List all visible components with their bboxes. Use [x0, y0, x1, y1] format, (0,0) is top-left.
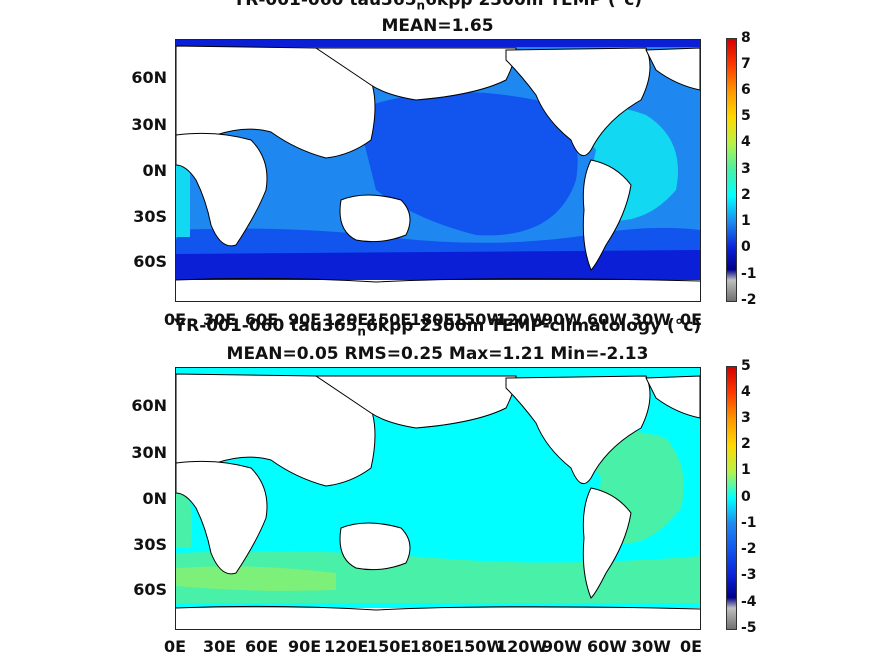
p1-lon-label: 90E [288, 310, 322, 329]
p2-lat-30n: 30N [131, 443, 167, 462]
p1-cbar-tick: 7 [741, 56, 751, 72]
p2-lon-label: 0E [680, 637, 703, 656]
australia [339, 522, 411, 571]
p1-lon-label: 0E [164, 310, 187, 329]
p2-lon-label: 150W [453, 637, 505, 656]
p1-lat-0n: 0N [142, 161, 167, 180]
p2-lon-label: 60E [245, 637, 279, 656]
south-america [582, 159, 632, 271]
pacific-region [356, 92, 578, 236]
arctic-strip [176, 40, 700, 47]
p1-lat-60s: 60S [133, 252, 167, 271]
antarctica [176, 280, 700, 301]
p2-cbar-tick: -2 [741, 541, 757, 557]
p2-lat-60n: 60N [131, 396, 167, 415]
p1-lon-label: 90W [542, 310, 582, 329]
greenland-europe [645, 375, 700, 419]
south-america [582, 487, 632, 599]
p2-lon-label: 90E [288, 637, 322, 656]
greenland-europe [645, 47, 700, 91]
africa [176, 460, 268, 575]
p2-lat-0n: 0N [142, 489, 167, 508]
p2-lon-label: 0E [164, 637, 187, 656]
panel1-colorbar [726, 38, 737, 302]
p2-cbar-tick: -4 [741, 594, 757, 610]
southern-lime [176, 566, 336, 591]
australia [339, 194, 411, 243]
antarctica-coast [176, 277, 700, 283]
arctic-strip [176, 368, 700, 375]
p1-lon-label: 120E [324, 310, 369, 329]
panel2-title: YR-001-060 tau365n6kpp 2300m TEMP-climat… [173, 316, 702, 339]
p2-lon-label: 60W [587, 637, 627, 656]
p2-cbar-tick: 1 [741, 462, 751, 478]
p1-lon-label: 30E [203, 310, 237, 329]
p1-cbar-tick: 5 [741, 108, 751, 124]
p2-lat-60s: 60S [133, 580, 167, 599]
p2-lon-label: 30E [203, 637, 237, 656]
panel2-map [175, 367, 701, 630]
p2-lat-30s: 30S [133, 535, 167, 554]
p1-lon-label: 180E [410, 310, 455, 329]
p1-cbar-tick: 8 [741, 30, 751, 46]
p2-cbar-tick: 5 [741, 358, 751, 374]
p2-cbar-tick: 0 [741, 489, 751, 505]
p1-cbar-tick: -1 [741, 266, 757, 282]
africa [176, 132, 268, 247]
panel2-map-svg [176, 368, 700, 629]
p1-lat-60n: 60N [131, 68, 167, 87]
p2-cbar-tick: -5 [741, 620, 757, 636]
p1-lon-label: 60E [245, 310, 279, 329]
panel1-title: YR-001-060 tau365n6kpp 2300m TEMP (°c) [232, 0, 643, 13]
p1-cbar-tick: 2 [741, 187, 751, 203]
p1-lon-label: 150W [453, 310, 505, 329]
north-america [505, 375, 651, 485]
p2-cbar-tick: 2 [741, 436, 751, 452]
p1-lon-label: 0E [680, 310, 703, 329]
p1-cbar-tick: 0 [741, 239, 751, 255]
p2-cbar-tick: 3 [741, 410, 751, 426]
p1-lat-30s: 30S [133, 207, 167, 226]
p1-cbar-tick: 1 [741, 213, 751, 229]
panel2-stats: MEAN=0.05 RMS=0.25 Max=1.21 Min=-2.13 [226, 344, 649, 364]
panel1-stats: MEAN=1.65 [381, 16, 494, 36]
p2-cbar-tick: 4 [741, 384, 751, 400]
p2-cbar-tick: -1 [741, 515, 757, 531]
p2-cbar-tick: -3 [741, 567, 757, 583]
p1-lon-label: 120W [496, 310, 548, 329]
p2-lon-label: 30W [631, 637, 671, 656]
north-america [505, 47, 651, 157]
p2-lon-label: 90W [542, 637, 582, 656]
indian-edge [176, 162, 190, 237]
panel1-map [175, 39, 701, 302]
p1-lon-label: 30W [631, 310, 671, 329]
panel1-map-svg [176, 40, 700, 301]
p2-lon-label: 120E [324, 637, 369, 656]
p1-lat-30n: 30N [131, 115, 167, 134]
p1-lon-label: 150E [367, 310, 412, 329]
antarctica-coast [176, 605, 700, 611]
p2-lon-label: 150E [367, 637, 412, 656]
p1-lon-label: 60W [587, 310, 627, 329]
antarctica [176, 608, 700, 629]
panel2-colorbar [726, 366, 737, 630]
p2-lon-label: 120W [496, 637, 548, 656]
p1-cbar-tick: 6 [741, 82, 751, 98]
southern-ocean-mid [176, 227, 700, 254]
p1-cbar-tick: 3 [741, 161, 751, 177]
p2-lon-label: 180E [410, 637, 455, 656]
p1-cbar-tick: 4 [741, 134, 751, 150]
p1-cbar-tick: -2 [741, 292, 757, 308]
